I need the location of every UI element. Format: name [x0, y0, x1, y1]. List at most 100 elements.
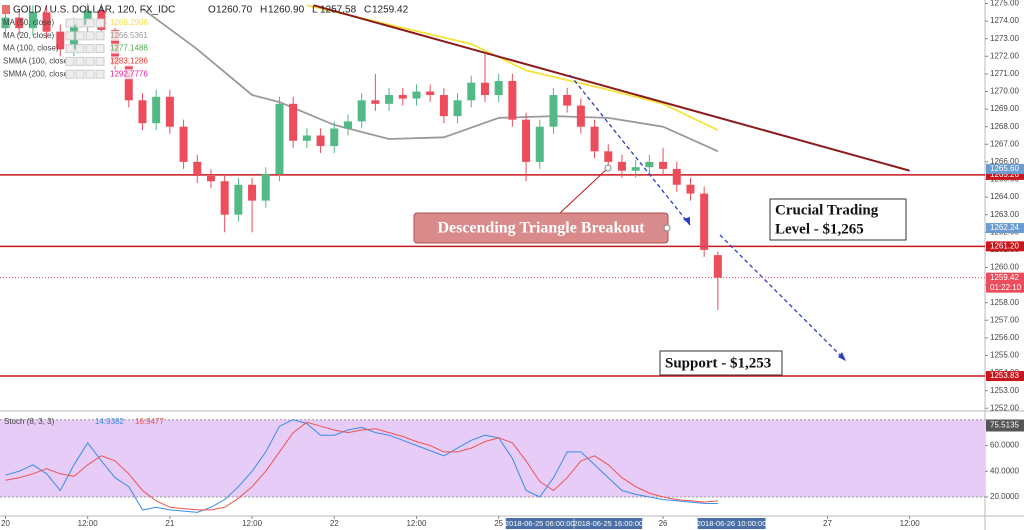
y-tick-label: 1269.00	[990, 104, 1019, 113]
y-tick-label: 1264.00	[990, 192, 1019, 201]
stoch-band	[0, 419, 985, 497]
candle-body	[480, 82, 489, 96]
stoch-line	[5, 421, 718, 511]
ohlc-key: H	[260, 5, 267, 16]
time-badge	[574, 518, 643, 529]
candle-body	[1, 17, 10, 29]
indicator-button	[85, 18, 95, 28]
candle-body	[28, 12, 37, 29]
candle-body	[604, 151, 613, 162]
indicator-swatch	[108, 56, 154, 67]
level-label: 1261.20	[990, 241, 1019, 250]
stoch-line	[5, 419, 718, 513]
y-tick-label: 1274.00	[990, 16, 1019, 25]
candle-body	[398, 95, 407, 99]
candle-body	[522, 119, 531, 162]
candle-body	[357, 100, 366, 122]
stoch-value: 16.9477	[135, 417, 164, 426]
level-label: 1265.26	[990, 170, 1019, 179]
ohlc-key: L	[312, 5, 318, 16]
candle-body	[412, 91, 421, 99]
y-tick-label: 1255.00	[990, 351, 1019, 360]
indicator-button	[75, 31, 85, 41]
time-label: 2018-06-25 06:00:00	[505, 519, 575, 528]
arrow-head	[683, 217, 690, 225]
candle-body	[549, 95, 558, 127]
y-tick-label: 1273.00	[990, 34, 1019, 43]
indicator-button	[95, 69, 105, 79]
candle-body	[385, 95, 394, 104]
indicator-name: MA (100, close)	[3, 44, 59, 53]
candle-body	[165, 96, 174, 127]
annotation-text: Descending Triangle Breakout	[437, 220, 645, 237]
indicator-button	[95, 31, 105, 41]
candle-body	[42, 12, 51, 32]
y-tick-label: 60.0000	[990, 441, 1019, 450]
time-label: 2018-06-26 10:00:00	[697, 519, 767, 528]
candle-body	[371, 100, 380, 104]
level-badge	[986, 169, 1024, 180]
indicator-value: 1277.1488	[110, 44, 148, 53]
candle-body	[289, 103, 298, 141]
indicator-button	[85, 31, 95, 41]
x-tick-label: 12:00	[900, 519, 921, 528]
level-badge	[986, 241, 1024, 252]
indicator-button	[85, 44, 95, 54]
x-tick-label: 12:00	[78, 519, 99, 528]
indicator-button	[75, 56, 85, 66]
time-badge	[505, 518, 574, 529]
annotation-box	[769, 198, 907, 241]
price-badge-label: 1265.60	[990, 164, 1019, 173]
indicator-button	[75, 69, 85, 79]
indicator-button	[95, 44, 105, 54]
price-badge	[986, 223, 1024, 234]
candle-body	[439, 95, 448, 117]
trend-line	[313, 4, 910, 172]
price-badge-label: 1262.24	[990, 223, 1019, 232]
indicator-value: 1266.5361	[110, 31, 148, 40]
indicator-button	[85, 69, 95, 79]
x-tick-label: 20	[1, 519, 10, 528]
candle-body	[206, 175, 215, 182]
level-badge	[986, 371, 1024, 382]
candle-body	[563, 95, 572, 106]
candle-body	[138, 100, 147, 124]
ohlc-value: 1257.58	[320, 5, 357, 16]
y-tick-label: 1253.00	[990, 386, 1019, 395]
x-tick-label: 12:00	[242, 519, 263, 528]
ohlc-key: O	[208, 5, 216, 16]
annotation-text: Crucial Trading	[775, 202, 879, 218]
y-tick-label: 1267.00	[990, 139, 1019, 148]
indicator-button	[95, 18, 105, 28]
candle-body	[713, 255, 722, 278]
indicator-button	[65, 31, 75, 41]
y-tick-label: 40.0000	[990, 466, 1019, 475]
indicator-button	[75, 18, 85, 28]
indicator-name: SMMA (200, close)	[3, 69, 71, 78]
ohlc-key: C	[364, 5, 371, 16]
arrow-head	[838, 352, 846, 361]
indicator-name: SMMA (100, close)	[3, 57, 71, 66]
callout-dot	[604, 164, 612, 172]
y-tick-label: 1268.00	[990, 122, 1019, 131]
indicator-name: MA (50, close)	[3, 18, 54, 27]
candle-body	[645, 161, 654, 168]
y-tick-label: 1256.00	[990, 333, 1019, 342]
last-price-badge	[986, 272, 1024, 293]
indicator-value: 1283.1286	[110, 57, 148, 66]
candle-body	[15, 17, 24, 29]
x-tick-label: 25	[494, 519, 503, 528]
candle-body	[535, 126, 544, 162]
candle-body	[83, 10, 92, 25]
candle-body	[179, 126, 188, 162]
ohlc-value: 1259.42	[372, 5, 409, 16]
candle-body	[248, 184, 257, 201]
candle-body	[193, 161, 202, 176]
indicator-button	[95, 56, 105, 66]
time-label: 2018-06-25 16:00:00	[573, 519, 643, 528]
candle-body	[467, 82, 476, 101]
y-tick-label: 1263.00	[990, 210, 1019, 219]
level-label: 1253.83	[990, 371, 1019, 380]
candle-body	[234, 184, 243, 215]
